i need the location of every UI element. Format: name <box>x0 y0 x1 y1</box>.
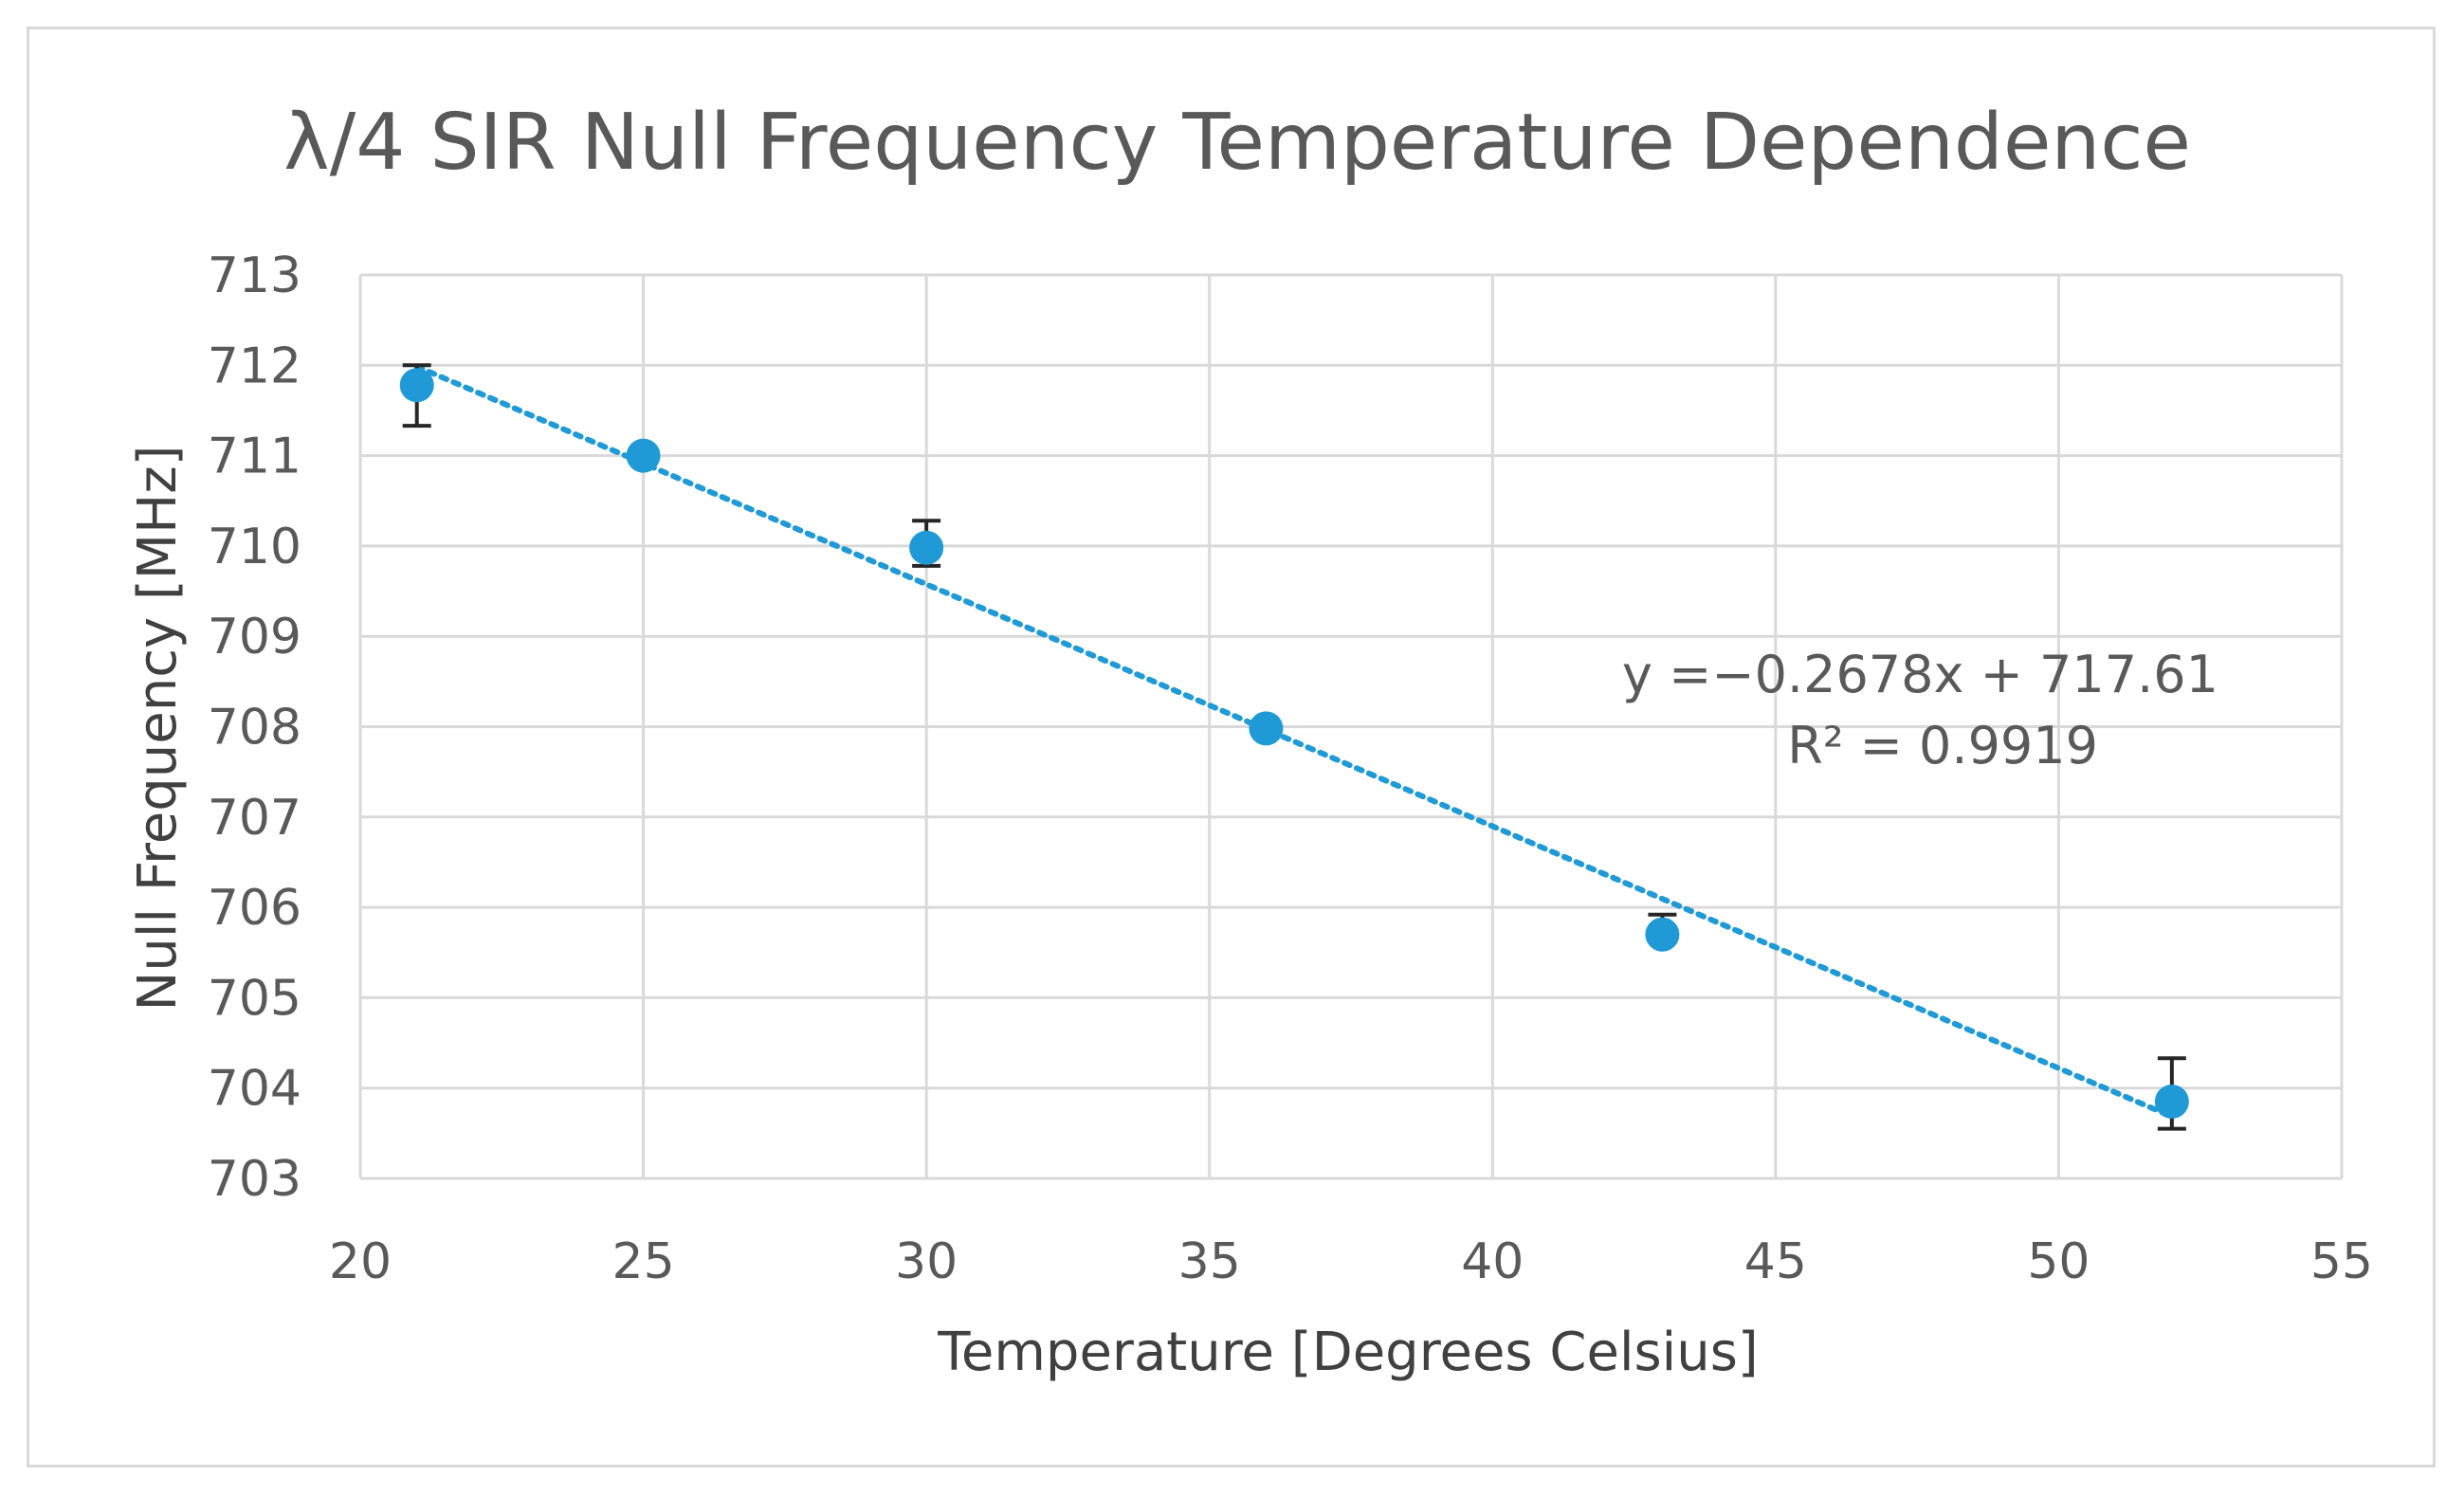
data-point <box>1249 711 1284 746</box>
y-tick-label: 710 <box>208 519 301 575</box>
x-tick-label: 45 <box>1744 1233 1807 1290</box>
y-tick-label: 711 <box>208 429 301 485</box>
gridlines <box>358 273 2344 1180</box>
y-tick-label: 713 <box>208 247 301 304</box>
y-tick-label: 706 <box>208 880 301 937</box>
data-point <box>399 368 434 403</box>
y-axis-label: Null Frequency [MHz] <box>127 446 189 1012</box>
y-tick-label: 708 <box>208 700 301 757</box>
y-tick-label: 704 <box>208 1061 301 1118</box>
y-tick-label: 712 <box>208 338 301 394</box>
x-tick-label: 55 <box>2310 1233 2373 1290</box>
x-tick-label: 40 <box>1461 1233 1524 1290</box>
r-squared-label: R² = 0.9919 <box>1787 716 2098 775</box>
chart-title: λ/4 SIR Null Frequency Temperature Depen… <box>283 98 2191 188</box>
trendline-layer <box>413 363 2175 1120</box>
x-tick-label: 20 <box>329 1233 392 1290</box>
y-tick-label: 703 <box>208 1151 301 1208</box>
x-tick-label: 25 <box>611 1233 674 1290</box>
y-tick-label: 707 <box>208 790 301 847</box>
data-point <box>626 438 661 473</box>
trendline <box>413 363 2175 1120</box>
y-axis-ticks: 703 704 705 706 707 708 709 710 711 712 713 <box>208 247 301 1208</box>
data-points <box>399 368 2189 1119</box>
x-tick-label: 50 <box>2027 1233 2090 1290</box>
y-tick-label: 709 <box>208 609 301 666</box>
data-point <box>2154 1084 2189 1119</box>
x-axis-label: Temperature [Degrees Celsius] <box>937 1322 1759 1383</box>
trendline-equation: y =−0.2678x + 717.61 <box>1622 645 2218 704</box>
x-axis-ticks: 20 25 30 35 40 45 50 55 <box>329 1233 2373 1290</box>
data-point <box>1645 917 1680 952</box>
data-point <box>909 530 944 565</box>
x-tick-label: 35 <box>1178 1233 1241 1290</box>
chart-frame <box>27 27 2436 1468</box>
x-tick-label: 30 <box>895 1233 958 1290</box>
y-tick-label: 705 <box>208 970 301 1027</box>
